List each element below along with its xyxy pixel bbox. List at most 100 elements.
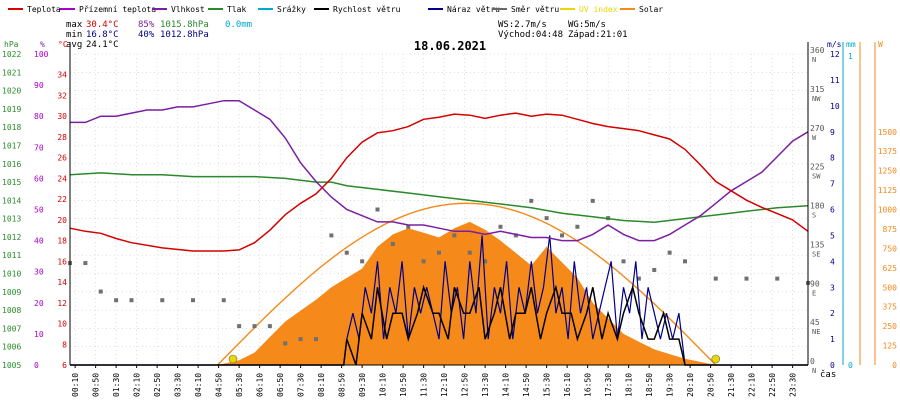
wind-direction-point <box>713 276 718 281</box>
tick-label-hpa: 1013 <box>2 215 21 224</box>
tick-label-celsius: 10 <box>57 320 67 329</box>
tick-label-w: 125 <box>883 342 898 351</box>
wind-direction-point <box>544 216 549 221</box>
tick-label-hpa: 1021 <box>2 68 21 77</box>
legend-label: Směr větru <box>511 5 559 14</box>
tick-label-celsius: 14 <box>57 278 67 287</box>
wind-direction-point <box>529 198 534 203</box>
tick-label-mm: 0 <box>848 361 853 370</box>
tick-label-direction-name: S <box>812 212 816 220</box>
stat-wg: WG:5m/s <box>568 20 606 30</box>
tick-label-time: 20:10 <box>686 373 695 397</box>
tick-label-ms: 10 <box>830 102 840 111</box>
tick-label-mm: 1 <box>848 52 853 61</box>
legend-label: Přízemní teplota <box>79 5 156 14</box>
axis-title-percent: % <box>40 40 45 49</box>
uv-point <box>711 354 721 364</box>
tick-label-direction-name: NW <box>812 95 821 103</box>
tick-label-time: 21:30 <box>727 373 736 397</box>
tick-label-time: 12:10 <box>440 373 449 397</box>
tick-label-ms: 1 <box>830 335 835 344</box>
tick-label-ms: 6 <box>830 206 835 215</box>
wind-direction-point <box>83 261 88 266</box>
legend-label: Vlhkost <box>171 5 205 14</box>
tick-label-celsius: 30 <box>57 112 67 121</box>
tick-label-hpa: 1005 <box>2 361 21 370</box>
tick-label-time: 00:50 <box>92 373 101 397</box>
wind-direction-point <box>375 207 380 212</box>
legend-label: Náraz větru <box>447 5 500 14</box>
stat-max-label: max <box>66 20 83 30</box>
tick-label-celsius: 32 <box>57 91 67 100</box>
tick-label-time: 06:50 <box>276 373 285 397</box>
tick-label-time: 03:30 <box>174 373 183 397</box>
tick-label-direction-name: N <box>812 367 816 375</box>
wind-direction-point <box>298 337 303 342</box>
tick-label-time: 00:10 <box>71 373 80 397</box>
chart-axes: hPa1005100610071008100910101011101210131… <box>2 40 897 397</box>
wind-direction-point <box>744 276 749 281</box>
tick-label-percent: 60 <box>34 174 44 183</box>
wind-direction-point <box>314 337 318 342</box>
tick-label-w: 1250 <box>878 167 897 176</box>
tick-label-direction-name: W <box>812 134 817 142</box>
tick-label-time: 22:10 <box>748 373 757 397</box>
stat-avg-temp: 24.1°C <box>86 40 119 50</box>
tick-label-time: 08:50 <box>338 373 347 397</box>
tick-label-time: 06:10 <box>256 373 265 397</box>
wind-direction-point <box>421 259 426 264</box>
tick-label-time: 01:30 <box>112 373 121 397</box>
tick-label-time: 23:30 <box>789 373 798 397</box>
tick-label-celsius: 6 <box>62 361 67 370</box>
tick-label-percent: 40 <box>34 237 44 246</box>
tick-label-time: 17:30 <box>604 373 613 397</box>
tick-label-ms: 5 <box>830 231 835 240</box>
stats-panel: max 30.4°C 85% 1015.8hPa 0.0mm min 16.8°… <box>66 20 628 50</box>
wind-direction-point <box>98 289 103 294</box>
stat-min-press: 1012.8hPa <box>160 30 209 40</box>
tick-label-w: 875 <box>883 225 898 234</box>
tick-label-ms: 12 <box>830 50 840 59</box>
tick-label-time: 22:50 <box>768 373 777 397</box>
tick-label-celsius: 20 <box>57 216 67 225</box>
wind-speed-line <box>70 284 808 366</box>
tick-label-percent: 100 <box>34 50 49 59</box>
tick-label-time: 16:50 <box>584 373 593 397</box>
wind-direction-point <box>221 298 226 303</box>
legend-label: Srážky <box>277 5 306 14</box>
wind-direction-point <box>498 224 503 229</box>
tick-label-time: 18:50 <box>645 373 654 397</box>
tick-label-w: 1500 <box>878 128 897 137</box>
tick-label-direction-name: SW <box>812 173 821 181</box>
tick-label-direction: 0 <box>810 357 815 366</box>
tick-label-time: 13:30 <box>481 373 490 397</box>
tick-label-direction: 315 <box>810 85 825 94</box>
tick-label-ms: 9 <box>830 128 835 137</box>
tick-label-time: 08:10 <box>317 373 326 397</box>
tick-label-ms: 2 <box>830 309 835 318</box>
tick-label-direction: 90 <box>810 279 820 288</box>
wind-direction-point <box>775 276 780 281</box>
tick-label-ms: 3 <box>830 283 835 292</box>
axis-title-hpa: hPa <box>4 40 19 49</box>
tick-label-celsius: 16 <box>57 257 67 266</box>
tick-label-hpa: 1022 <box>2 50 21 59</box>
axis-title-ms: m/s <box>827 40 842 49</box>
wind-direction-point <box>390 242 395 247</box>
tick-label-w: 1000 <box>878 206 897 215</box>
tick-label-ms: 7 <box>830 180 835 189</box>
tick-label-w: 0 <box>892 361 897 370</box>
tick-label-w: 625 <box>883 264 898 273</box>
stat-min-temp: 16.8°C <box>86 30 119 40</box>
tick-label-time: 02:10 <box>133 373 142 397</box>
tick-label-hpa: 1008 <box>2 306 21 315</box>
tick-label-hpa: 1014 <box>2 196 21 205</box>
tick-label-hpa: 1018 <box>2 123 21 132</box>
wind-direction-point <box>652 267 657 272</box>
tick-label-direction-name: E <box>812 289 816 297</box>
tick-label-time: 10:10 <box>379 373 388 397</box>
tick-label-w: 375 <box>883 303 898 312</box>
tick-label-ms: 0 <box>830 361 835 370</box>
tick-label-direction-name: SE <box>812 250 820 258</box>
tick-label-celsius: 34 <box>57 71 67 80</box>
